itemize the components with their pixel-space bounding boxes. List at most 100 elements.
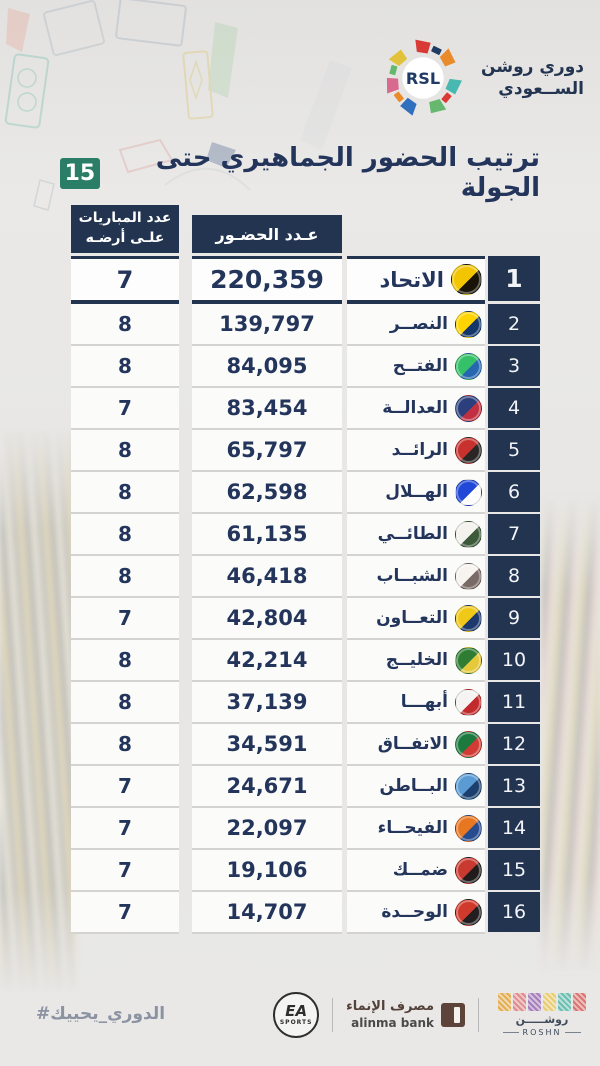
round-number-badge: 15 xyxy=(60,157,100,189)
team-name: أبهـــا xyxy=(400,692,448,712)
home-matches-value: 7 xyxy=(71,808,179,850)
rank-badge: 1 xyxy=(488,256,540,304)
team-name: الفتــح xyxy=(392,356,448,376)
team-cell: النصــر xyxy=(347,304,485,346)
team-cell: ضمــك xyxy=(347,850,485,892)
table-row: 14 الفيحــاء 22,097 7 xyxy=(71,808,540,850)
team-cell: الخليــج xyxy=(347,640,485,682)
rank-number: 12 xyxy=(501,733,527,755)
team-cell: الفيحــاء xyxy=(347,808,485,850)
team-name: الخليــج xyxy=(385,650,448,670)
team-logo-icon xyxy=(455,436,482,464)
table-row: 5 الرائــد 65,797 8 xyxy=(71,430,540,472)
rank-badge: 16 xyxy=(488,892,540,934)
rank-number: 4 xyxy=(507,397,521,419)
roshn-tile xyxy=(543,993,556,1011)
table-row: 3 الفتــح 84,095 8 xyxy=(71,346,540,388)
rank-number: 10 xyxy=(501,649,527,671)
home-matches-value: 8 xyxy=(71,472,179,514)
home-matches-value: 7 xyxy=(71,256,179,304)
alinma-text: مصرف الإنماء alinma bank xyxy=(346,999,434,1030)
roshn-tile xyxy=(528,993,541,1011)
table-row: 1 الاتحاد 220,359 7 xyxy=(71,256,540,304)
rank-badge: 4 xyxy=(488,388,540,430)
team-name: الاتحاد xyxy=(379,267,444,292)
home-matches-value: 7 xyxy=(71,892,179,934)
team-name: النصــر xyxy=(389,314,448,334)
attendance-value: 24,671 xyxy=(192,766,342,808)
home-matches-value: 7 xyxy=(71,766,179,808)
rank-number: 5 xyxy=(507,439,521,461)
rank-number: 8 xyxy=(507,565,521,587)
roshn-tile xyxy=(573,993,586,1011)
rank-badge: 13 xyxy=(488,766,540,808)
team-logo-icon xyxy=(455,562,482,590)
home-matches-header-line2: علـى أرضـه xyxy=(85,230,165,246)
home-matches-value: 8 xyxy=(71,514,179,556)
rank-badge: 3 xyxy=(488,346,540,388)
attendance-value: 139,797 xyxy=(192,304,342,346)
table-row: 6 الهــلال 62,598 8 xyxy=(71,472,540,514)
team-logo-icon xyxy=(455,604,482,632)
rank-badge: 11 xyxy=(488,682,540,724)
sponsor-divider xyxy=(332,998,334,1032)
attendance-value: 84,095 xyxy=(192,346,342,388)
home-matches-value: 8 xyxy=(71,682,179,724)
rank-number: 15 xyxy=(501,859,527,881)
rank-badge: 5 xyxy=(488,430,540,472)
roshn-tile xyxy=(498,993,511,1011)
table-row: 12 الاتفــاق 34,591 8 xyxy=(71,724,540,766)
team-name: الفيحــاء xyxy=(377,818,448,838)
page-title: ترتيب الحضور الجماهيري حتى الجولة 15 xyxy=(60,143,540,203)
league-brand: دوري روشن الســعودي RSL xyxy=(377,32,584,124)
home-matches-value: 7 xyxy=(71,388,179,430)
alinma-bank-icon xyxy=(441,1003,465,1027)
crowd-photo-left xyxy=(0,430,76,990)
svg-text:RSL: RSL xyxy=(406,69,440,88)
roshn-tile xyxy=(558,993,571,1011)
attendance-value: 37,139 xyxy=(192,682,342,724)
rank-badge: 15 xyxy=(488,850,540,892)
team-logo-icon xyxy=(455,688,482,716)
sponsor-divider xyxy=(478,998,479,1032)
team-cell: الاتفــاق xyxy=(347,724,485,766)
team-cell: أبهـــا xyxy=(347,682,485,724)
team-cell: التعــاون xyxy=(347,598,485,640)
table-row: 13 البــاطن 24,671 7 xyxy=(71,766,540,808)
team-logo-icon xyxy=(455,352,482,380)
attendance-value: 42,214 xyxy=(192,640,342,682)
team-logo-icon xyxy=(455,310,482,338)
attendance-value: 34,591 xyxy=(192,724,342,766)
attendance-value: 61,135 xyxy=(192,514,342,556)
team-name: الاتفــاق xyxy=(377,734,448,754)
team-cell: الفتــح xyxy=(347,346,485,388)
team-cell: البــاطن xyxy=(347,766,485,808)
rank-badge: 9 xyxy=(488,598,540,640)
attendance-value: 65,797 xyxy=(192,430,342,472)
table-row: 11 أبهـــا 37,139 8 xyxy=(71,682,540,724)
home-matches-value: 8 xyxy=(71,430,179,472)
team-cell: الرائــد xyxy=(347,430,485,472)
team-name: التعــاون xyxy=(376,608,448,628)
attendance-value: 83,454 xyxy=(192,388,342,430)
attendance-value: 22,097 xyxy=(192,808,342,850)
rank-badge: 10 xyxy=(488,640,540,682)
ea-sports-logo-icon: EA SPORTS xyxy=(273,992,320,1038)
rank-number: 11 xyxy=(501,691,527,713)
league-hashtag: #الدوري_يحييك xyxy=(36,1004,166,1024)
table-header: عـدد الحضـور عدد المباريات علـى أرضـه xyxy=(71,205,540,253)
rank-number: 6 xyxy=(507,481,521,503)
team-cell: الطائــي xyxy=(347,514,485,556)
rank-badge: 12 xyxy=(488,724,540,766)
team-cell: الشبــاب xyxy=(347,556,485,598)
rank-badge: 6 xyxy=(488,472,540,514)
team-name: ضمــك xyxy=(392,860,448,880)
alinma-bank-logo: مصرف الإنماء alinma bank xyxy=(346,999,465,1030)
rank-badge: 2 xyxy=(488,304,540,346)
team-name: الهــلال xyxy=(385,482,448,502)
rank-number: 3 xyxy=(507,355,521,377)
rank-badge: 7 xyxy=(488,514,540,556)
attendance-header: عـدد الحضـور xyxy=(192,215,342,253)
table-row: 8 الشبــاب 46,418 8 xyxy=(71,556,540,598)
